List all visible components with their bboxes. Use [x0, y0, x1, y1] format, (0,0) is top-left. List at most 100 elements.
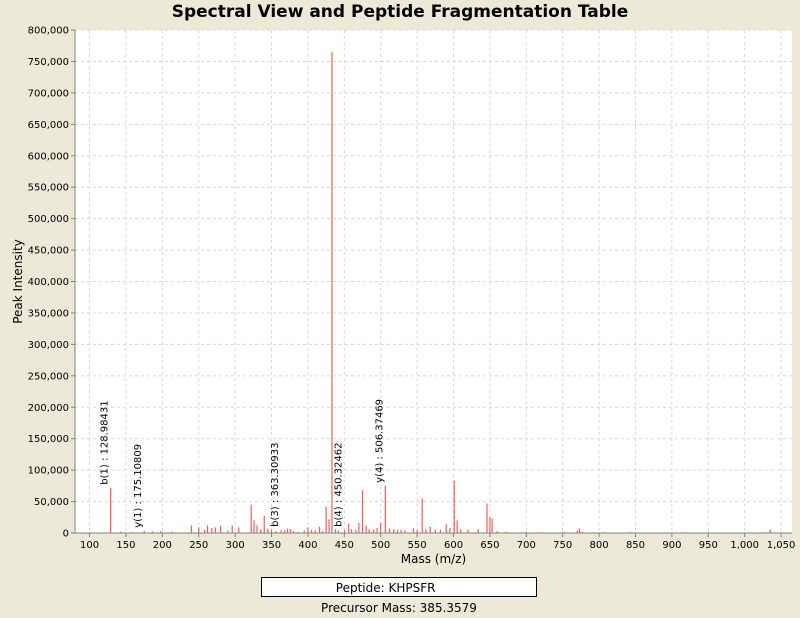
peak-bar [388, 528, 391, 533]
peak-bar [412, 528, 415, 533]
peak-bar [253, 520, 255, 533]
x-tick-label: 900 [662, 540, 681, 551]
peptide-info-box: Peptide: KHPSFR Precursor Mass: 385.3579 [261, 577, 537, 615]
peak-bar [321, 531, 324, 533]
peak-bar [358, 522, 360, 533]
peak-bar [348, 523, 350, 533]
x-tick-label: 950 [699, 540, 718, 551]
peak-bar [206, 525, 209, 533]
x-tick-label: 750 [553, 540, 572, 551]
peak-bar [343, 529, 346, 533]
x-tick-label: 200 [153, 540, 172, 551]
peak-bar [477, 529, 479, 533]
peak-annotation: y(4) : 506.37469 [374, 399, 385, 483]
peak-annotation: b(1) : 128.98431 [100, 400, 111, 484]
peak-bar [384, 485, 386, 533]
peak-bar [376, 527, 378, 533]
peak-bar [171, 531, 173, 533]
x-axis-title: Mass (m/z) [401, 552, 466, 566]
peak-bar [143, 530, 145, 533]
peak-bar [368, 529, 370, 533]
peak-bar [260, 529, 262, 533]
peak-bar [491, 518, 493, 533]
peak-bar [214, 527, 217, 533]
peak-bar [467, 529, 469, 533]
peak-bar [393, 529, 395, 533]
axes: 0 50,000 100,000 150,000 200,000 250,000 300,0… [28, 26, 796, 552]
peak-bar [334, 529, 337, 533]
peak-bar [286, 528, 289, 533]
peak-bar [297, 531, 299, 533]
peak-bar [160, 531, 162, 533]
y-tick-label: 300,000 [28, 340, 69, 351]
y-tick-label: 450,000 [28, 246, 69, 257]
x-tick-label: 100 [80, 540, 99, 551]
peak-bar [581, 531, 583, 533]
peak-bar [460, 529, 462, 533]
peak-bar [250, 504, 252, 533]
peak-bar [267, 528, 269, 533]
x-tick-label: 600 [444, 540, 463, 551]
y-tick-label: 150,000 [28, 434, 69, 445]
peak-bar [439, 529, 442, 533]
peak-bar [380, 522, 382, 533]
peak-annotation: y(1) : 175.10809 [133, 444, 144, 528]
peak-bar [331, 52, 333, 533]
peak-bar [489, 517, 491, 533]
y-tick-label: 800,000 [28, 26, 69, 37]
x-tick-label: 250 [189, 540, 208, 551]
peak-bar [284, 530, 286, 533]
peak-bar [769, 529, 771, 533]
y-tick-label: 600,000 [28, 151, 69, 162]
peak-bar [263, 516, 265, 533]
peak-bar [449, 527, 451, 533]
x-tick-label: 850 [626, 540, 645, 551]
y-tick-label: 50,000 [34, 497, 69, 508]
y-tick-label: 400,000 [28, 277, 69, 288]
y-tick-label: 700,000 [28, 88, 69, 99]
peak-bar [238, 527, 240, 533]
x-tick-label: 1,000 [730, 540, 759, 551]
y-tick-label: 650,000 [28, 120, 69, 131]
peak-bar [425, 529, 427, 533]
x-tick-label: 300 [226, 540, 245, 551]
peak-bar [270, 529, 273, 533]
peak-bar [120, 531, 122, 533]
y-tick-label: 250,000 [28, 371, 69, 382]
peak-bar [152, 531, 154, 533]
peak-bar [292, 531, 294, 533]
peak-bar [325, 506, 327, 533]
peptide-label: Peptide: KHPSFR [335, 581, 436, 595]
peak-bar [110, 487, 112, 533]
y-tick-label: 0 [63, 529, 69, 540]
peak-bar [289, 529, 292, 533]
peak-bar [231, 525, 233, 533]
peak-bar [453, 480, 455, 533]
peak-bar [486, 503, 488, 533]
peak-bar [318, 526, 321, 533]
peak-bar [421, 498, 423, 533]
peak-bar [365, 525, 367, 533]
y-tick-label: 200,000 [28, 403, 69, 414]
peak-bar [256, 525, 258, 533]
x-tick-label: 450 [335, 540, 354, 551]
plot-area [75, 30, 792, 533]
x-tick-label: 550 [408, 540, 427, 551]
peak-bar [280, 529, 282, 533]
x-tick-label: 650 [480, 540, 499, 551]
x-tick-label: 150 [116, 540, 135, 551]
peak-bar [505, 531, 507, 533]
peak-bar [496, 531, 498, 533]
peak-bar [275, 531, 277, 533]
y-tick-label: 550,000 [28, 183, 69, 194]
peak-bar [307, 527, 309, 533]
peak-bar [445, 524, 447, 533]
peak-bar [355, 529, 357, 533]
peak-bar [416, 529, 418, 533]
y-tick-label: 500,000 [28, 214, 69, 225]
y-tick-label: 350,000 [28, 308, 69, 319]
peak-bar [400, 529, 402, 533]
peak-bar [337, 530, 340, 533]
x-tick-label: 1,050 [767, 540, 796, 551]
spectrum-chart[interactable]: b(1) : 128.98431 y(1) : 175.10809 b(3) : 3… [0, 0, 800, 575]
